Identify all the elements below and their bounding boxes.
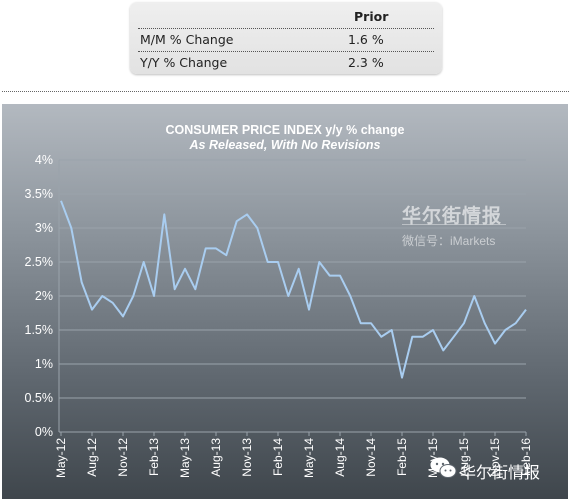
y-tick-label: 0.5% (25, 391, 54, 405)
watermark-underline (402, 224, 506, 225)
x-tick-label: Nov-15 (488, 438, 502, 477)
x-tick-label: Feb-13 (147, 438, 161, 476)
x-tick-label: Aug-13 (209, 438, 223, 477)
watermark-wechat: 微信号：iMarkets (402, 234, 496, 248)
chart-title: CONSUMER PRICE INDEX y/y % change (165, 123, 405, 137)
x-tick-label: Nov-12 (116, 438, 130, 477)
x-tick-label: May-12 (54, 438, 68, 478)
x-tick-label: Nov-14 (364, 438, 378, 477)
table-row: Y/Y % Change 2.3 % (138, 52, 434, 74)
x-tick-label: Nov-13 (240, 438, 254, 477)
chart-subtitle: As Released, With No Revisions (189, 138, 381, 152)
y-tick-label: 1% (35, 357, 53, 371)
x-tick-label: Aug-15 (457, 438, 471, 477)
x-tick-label: Feb-15 (395, 438, 409, 476)
section-divider (2, 91, 569, 92)
cpi-series-line (60, 200, 527, 379)
x-tick-label: Feb-14 (271, 438, 285, 476)
y-tick-label: 1.5% (25, 323, 54, 337)
x-tick-label: Aug-14 (333, 438, 347, 477)
x-tick-label: May-13 (178, 438, 192, 478)
table-row: M/M % Change 1.6 % (138, 29, 434, 52)
row-value: 1.6 % (348, 32, 384, 47)
badge-text: 华尔街情报 (460, 465, 541, 482)
y-tick-label: 4% (35, 153, 53, 167)
y-tick-label: 0% (35, 425, 53, 439)
row-label: Y/Y % Change (140, 55, 228, 70)
watermark-name: 华尔街情报 (402, 206, 503, 227)
y-tick-label: 3% (35, 221, 53, 235)
prior-header: Prior (354, 9, 389, 24)
x-tick-label: Aug-12 (85, 438, 99, 477)
wechat-icon (430, 457, 457, 478)
prior-table: Prior M/M % Change 1.6 % Y/Y % Change 2.… (130, 2, 442, 74)
row-value: 2.3 % (348, 55, 384, 70)
row-label: M/M % Change (140, 32, 234, 47)
y-tick-label: 3.5% (25, 187, 54, 201)
chart-canvas: 4% 3.5% 3% 2.5% 2% 1.5% 1% 0.5% 0%May-12 Aug-12 No… (25, 153, 534, 478)
y-tick-label: 2.5% (25, 255, 54, 269)
table-header: Prior (138, 2, 434, 29)
y-tick-label: 2% (35, 289, 53, 303)
x-tick-label: Feb-16 (519, 438, 533, 476)
cpi-chart: 4% 3.5% 3% 2.5% 2% 1.5% 1% 0.5% 0% May-12 Aug-12 No… (2, 104, 568, 499)
x-tick-label: May-14 (302, 438, 316, 478)
